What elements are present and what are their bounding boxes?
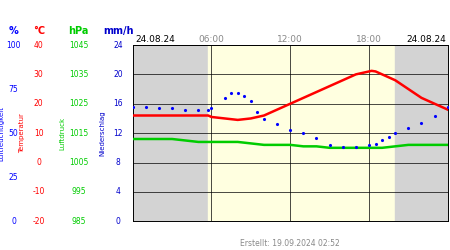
Bar [133, 45, 208, 221]
Text: 1025: 1025 [69, 99, 88, 108]
Text: 0: 0 [116, 217, 121, 226]
Text: 8: 8 [116, 158, 121, 167]
Text: 1015: 1015 [69, 129, 88, 138]
Text: 1035: 1035 [69, 70, 89, 79]
Text: 24.08.24: 24.08.24 [407, 35, 446, 44]
Text: %: % [9, 26, 18, 36]
Text: Luftdruck: Luftdruck [59, 116, 65, 150]
Text: Temperatur: Temperatur [18, 113, 25, 153]
Text: 12:00: 12:00 [277, 35, 303, 44]
Text: °C: °C [33, 26, 45, 36]
Text: 18:00: 18:00 [356, 35, 382, 44]
Text: Luftfeuchtigkeit: Luftfeuchtigkeit [0, 106, 4, 161]
Text: 10: 10 [34, 129, 44, 138]
Text: 20: 20 [34, 99, 44, 108]
Text: 40: 40 [34, 40, 44, 50]
Text: 0: 0 [11, 217, 16, 226]
Text: 06:00: 06:00 [198, 35, 225, 44]
Bar [395, 45, 448, 221]
Text: 995: 995 [72, 188, 86, 196]
Text: 75: 75 [9, 84, 18, 94]
Text: 1005: 1005 [69, 158, 89, 167]
Text: Erstellt: 19.09.2024 02:52: Erstellt: 19.09.2024 02:52 [240, 238, 340, 248]
Text: 50: 50 [9, 129, 18, 138]
Text: 12: 12 [113, 129, 123, 138]
Text: 20: 20 [113, 70, 123, 79]
Text: 24: 24 [113, 40, 123, 50]
Text: 1045: 1045 [69, 40, 89, 50]
Text: 16: 16 [113, 99, 123, 108]
Text: -10: -10 [32, 188, 45, 196]
Text: 24.08.24: 24.08.24 [135, 35, 175, 44]
Text: 0: 0 [36, 158, 41, 167]
Text: 25: 25 [9, 173, 18, 182]
Bar [208, 45, 395, 221]
Text: 100: 100 [6, 40, 21, 50]
Text: 985: 985 [72, 217, 86, 226]
Text: 30: 30 [34, 70, 44, 79]
Text: mm/h: mm/h [103, 26, 134, 36]
Text: hPa: hPa [68, 26, 89, 36]
Text: Niederschlag: Niederschlag [99, 110, 106, 156]
Text: 4: 4 [116, 188, 121, 196]
Text: -20: -20 [32, 217, 45, 226]
